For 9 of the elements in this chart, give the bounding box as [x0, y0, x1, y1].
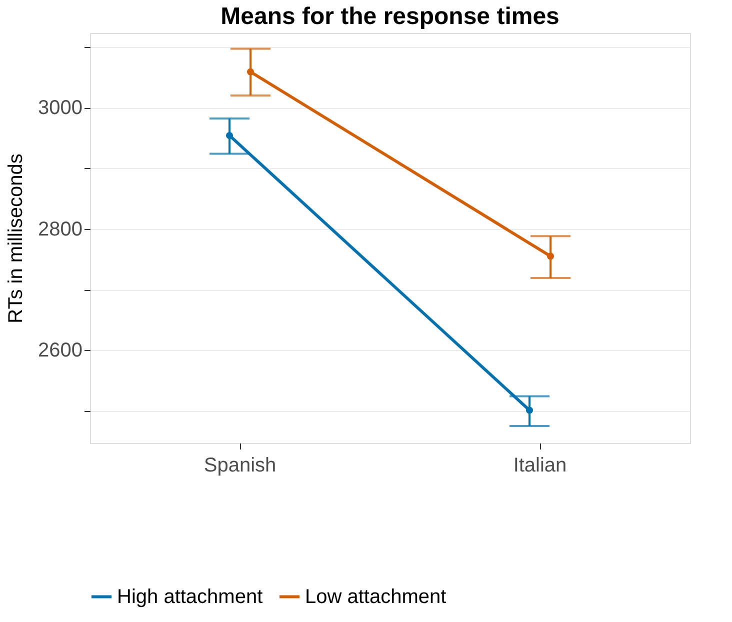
legend-label: Low attachment — [305, 586, 447, 608]
legend-label: High attachment — [117, 586, 264, 608]
y-tick-label: 2600 — [38, 340, 82, 362]
y-axis-title: RTs in milliseconds — [5, 154, 28, 324]
x-tick-label: Spanish — [204, 454, 276, 476]
y-tick-label: 3000 — [38, 97, 82, 120]
y-tick-label: 2800 — [38, 218, 82, 240]
x-tick-label: Italian — [513, 454, 567, 476]
chart-title: Means for the response times — [220, 3, 560, 30]
